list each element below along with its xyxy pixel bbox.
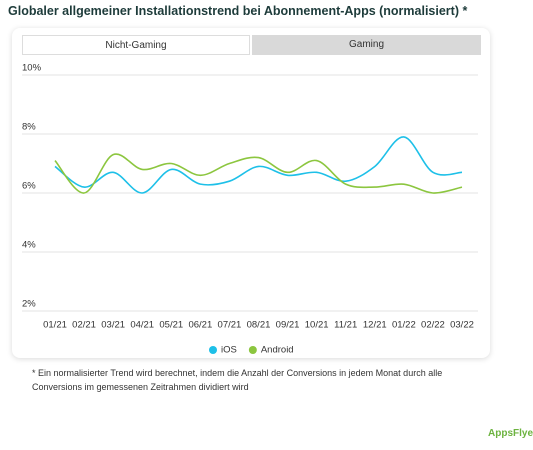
x-tick-label: 04/21 [130,320,154,331]
x-tick-label: 05/21 [159,320,183,331]
tab[interactable]: Nicht-Gaming [22,35,250,55]
tab[interactable]: Gaming [252,35,481,55]
y-tick-label: 2% [22,299,36,310]
x-tick-label: 06/21 [188,320,212,331]
x-tick-label: 11/21 [334,320,357,331]
x-tick-label: 09/21 [276,320,300,331]
x-tick-label: 10/21 [305,320,329,331]
title: Globaler allgemeiner Installationstrend … [8,4,468,18]
x-tick-label: 08/21 [247,320,271,331]
footnote: * Ein normalisierter Trend wird berechne… [32,368,443,392]
line [54,136,463,194]
x-tick-label: 01/22 [392,320,416,331]
legend-marker [248,346,257,354]
y-tick-label: 8% [22,122,36,133]
x-tick-label: 02/21 [72,320,96,331]
legend-label: iOS [221,345,237,356]
card: Nicht-Gaming Gaming 2% 4% 6% 8% 10% 01/21 02/2… [12,28,490,358]
chart: 2% 4% 6% 8% 10% 01/21 02/21 03/21 04/21 05/21 06/2… [22,63,478,356]
y-tick-label: 10% [22,63,42,74]
y-tick-label: 4% [22,240,36,251]
brand-logo: AppsFlyer [488,428,533,439]
x-tick-label: 03/22 [450,320,474,331]
x-tick-label: 03/21 [101,320,125,331]
legend-marker [209,346,217,354]
x-tick-label: 07/21 [218,320,242,331]
x-tick-label: 01/21 [43,320,67,331]
x-tick-label: 02/22 [421,320,445,331]
line [54,153,463,194]
y-tick-label: 6% [22,181,36,192]
x-tick-label: 12/21 [363,320,387,331]
legend-label: Android [261,345,294,356]
